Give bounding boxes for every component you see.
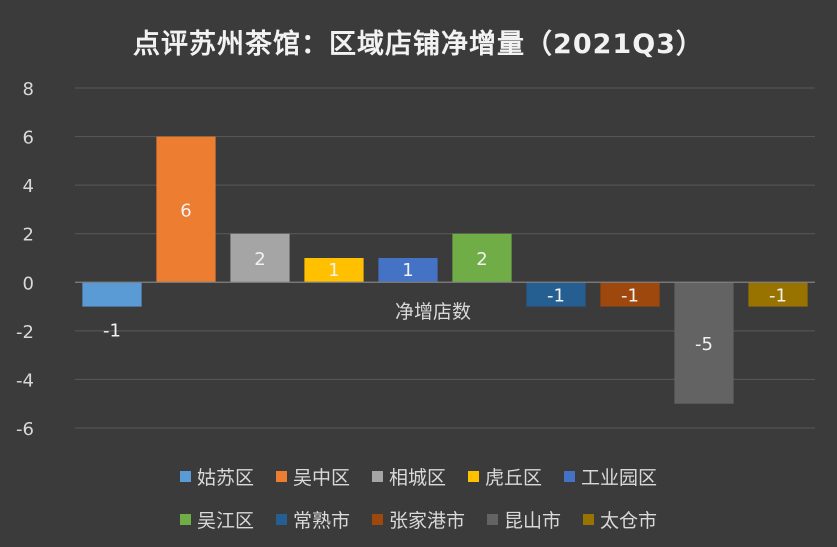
legend-swatch <box>275 514 287 525</box>
y-tick-label: -6 <box>16 419 34 440</box>
legend-label: 太仓市 <box>600 510 658 532</box>
bar <box>600 282 660 307</box>
legend-swatch <box>564 471 576 482</box>
y-tick-label: -4 <box>16 370 34 391</box>
legend-label: 姑苏区 <box>196 467 254 489</box>
bar <box>452 233 512 283</box>
legend-item: 常熟市 <box>275 506 350 533</box>
data-label: -1 <box>769 285 787 306</box>
legend-item: 姑苏区 <box>179 463 254 490</box>
legend-row-1: 姑苏区 吴中区 相城区 虎丘区 工业园区 <box>0 463 837 490</box>
legend-item: 虎丘区 <box>468 463 542 490</box>
y-tick-label: 0 <box>23 273 34 294</box>
data-label: 2 <box>254 249 265 270</box>
chart-title: 点评苏州茶馆：区域店铺净增量（2021Q3） <box>133 29 704 60</box>
legend-label: 吴江区 <box>196 510 254 532</box>
legend-swatch <box>179 471 191 482</box>
legend-swatch <box>487 514 498 525</box>
legend-swatch <box>179 514 191 525</box>
legend-item: 工业园区 <box>564 463 657 490</box>
legend-label: 常熟市 <box>292 510 350 532</box>
data-label: -1 <box>547 285 565 306</box>
bar <box>82 282 142 307</box>
data-label: -1 <box>621 285 639 306</box>
legend-label: 吴中区 <box>292 467 350 489</box>
bar <box>526 282 586 307</box>
legend-label: 工业园区 <box>581 467 658 489</box>
y-tick-label: 6 <box>23 128 34 149</box>
data-label: -5 <box>695 334 713 355</box>
bar <box>378 258 438 283</box>
legend-label: 虎丘区 <box>485 467 543 489</box>
legend-row-2: 吴江区 常熟市 张家港市 昆山市 太仓市 <box>0 506 837 533</box>
y-tick-label: 2 <box>23 225 34 246</box>
legend-label: 昆山市 <box>504 510 562 532</box>
legend-item: 昆山市 <box>487 506 561 533</box>
legend-item: 张家港市 <box>371 506 465 533</box>
legend-swatch <box>371 514 383 525</box>
data-label: 1 <box>328 260 339 281</box>
legend-swatch <box>275 471 287 482</box>
legend-swatch <box>371 471 383 482</box>
x-category-label: 净增店数 <box>395 301 471 323</box>
data-label: -1 <box>103 321 121 342</box>
bar <box>674 282 734 404</box>
legend-swatch <box>583 514 595 525</box>
legend-swatch <box>468 471 479 482</box>
y-tick-label: 4 <box>23 176 34 197</box>
legend-label: 相城区 <box>388 467 446 489</box>
bar <box>748 282 808 307</box>
y-tick-label: 8 <box>23 79 34 100</box>
y-tick-label: -2 <box>16 322 34 343</box>
legend-label: 张家港市 <box>388 510 465 532</box>
data-label: 6 <box>180 200 191 221</box>
legend-item: 吴中区 <box>275 463 350 490</box>
bar <box>156 136 216 283</box>
legend-item: 太仓市 <box>583 506 657 533</box>
legend-item: 吴江区 <box>179 506 254 533</box>
bar <box>304 258 364 283</box>
legend-item: 相城区 <box>371 463 446 490</box>
data-label: 2 <box>476 249 487 270</box>
data-label: 1 <box>402 260 413 281</box>
bar <box>230 233 290 283</box>
